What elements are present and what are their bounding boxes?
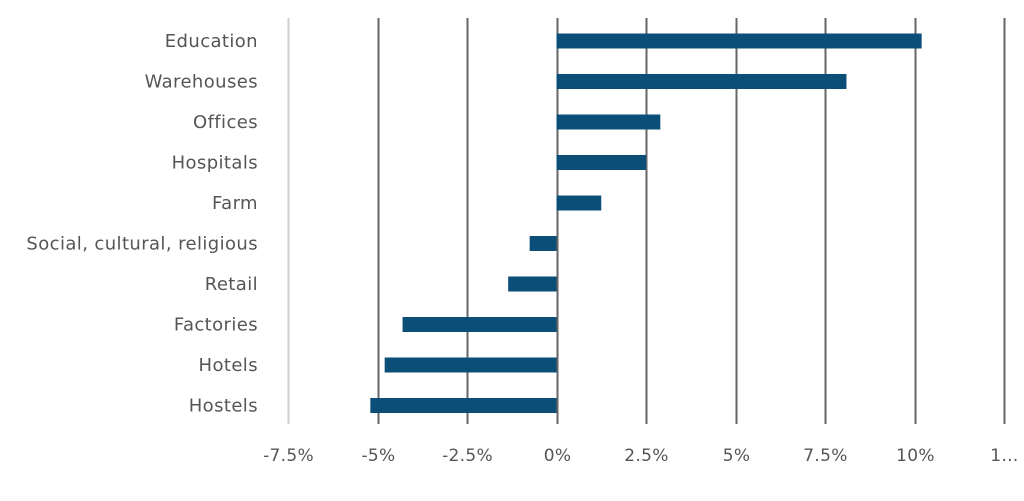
- bar: [508, 276, 557, 292]
- category-label: Retail: [205, 274, 258, 295]
- bar: [556, 155, 646, 170]
- x-tick-label: 0%: [544, 446, 572, 466]
- category-label: Education: [165, 31, 258, 52]
- category-labels: Education Warehouses Offices Hospitals Farm S…: [26, 31, 258, 417]
- x-tick-label: -5%: [361, 446, 395, 466]
- bar: [529, 236, 557, 251]
- bars: [370, 33, 922, 413]
- category-label: Hospitals: [172, 153, 258, 174]
- bar: [556, 195, 602, 211]
- category-label: Offices: [193, 112, 258, 133]
- x-tick-labels: -7.5% -5% -2.5% 0% 2.5% 5% 7.5% 10% 1…: [263, 446, 1018, 466]
- bar: [402, 317, 557, 332]
- bar: [556, 114, 661, 130]
- x-tick-label: 1…: [990, 446, 1018, 466]
- x-tick-label: 10%: [896, 446, 935, 466]
- category-label: Warehouses: [145, 72, 258, 93]
- x-tick-label: 5%: [723, 446, 751, 466]
- category-label: Hostels: [189, 396, 258, 417]
- x-tick-label: 7.5%: [803, 446, 847, 466]
- x-tick-label: 2.5%: [624, 446, 668, 466]
- bar: [556, 74, 847, 89]
- category-label: Hotels: [199, 355, 258, 376]
- category-label: Social, cultural, religious: [26, 234, 258, 255]
- x-tick-label: -2.5%: [442, 446, 493, 466]
- category-label: Factories: [174, 315, 258, 336]
- category-label: Farm: [212, 193, 258, 214]
- bar: [370, 398, 557, 413]
- bar: [556, 33, 922, 49]
- bar: [384, 357, 557, 373]
- x-tick-label: -7.5%: [263, 446, 314, 466]
